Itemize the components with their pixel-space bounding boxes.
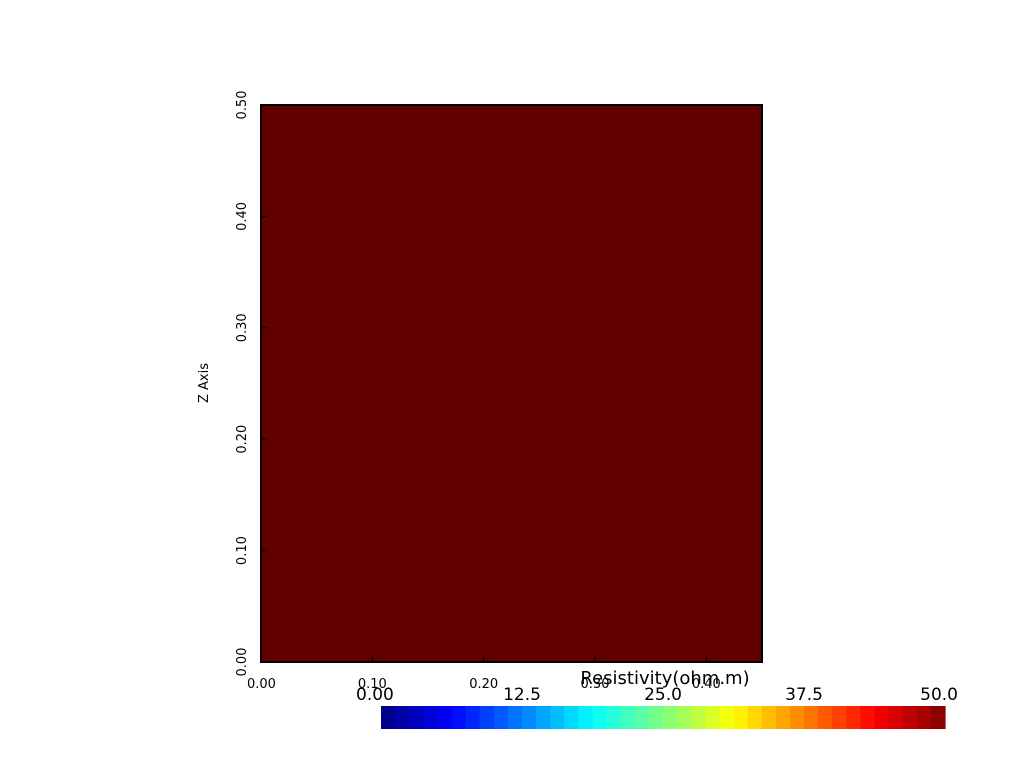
colorbar-swatch xyxy=(634,706,650,729)
y-tick-label: 0.10 xyxy=(235,536,250,565)
colorbar-swatch xyxy=(733,706,749,729)
y-axis-ticks: 0.00 0.10 0.20 0.30 0.40 0.50 xyxy=(235,91,267,677)
x-tick-label: 0.20 xyxy=(469,677,498,692)
colorbar-swatch xyxy=(902,706,918,729)
colorbar-swatch xyxy=(846,706,861,729)
colorbar-swatch xyxy=(507,706,523,729)
colorbar-swatch xyxy=(930,706,946,729)
colorbar-swatch xyxy=(747,706,763,729)
colorbar-swatch xyxy=(677,706,692,729)
colorbar-swatch xyxy=(620,706,636,729)
colorbar-tick-label: 0.00 xyxy=(356,685,394,705)
colorbar-swatch xyxy=(592,706,608,729)
colorbar-swatch xyxy=(648,706,664,729)
colorbar-swatch xyxy=(818,706,833,729)
colorbar-tick-label: 12.5 xyxy=(503,685,541,705)
colorbar-swatch xyxy=(409,706,424,729)
x-tick-label: 0.10 xyxy=(358,677,387,692)
colorbar-swatch xyxy=(888,706,904,729)
y-tick-label: 0.20 xyxy=(235,425,250,454)
colorbar-swatch xyxy=(479,706,495,729)
colorbar xyxy=(381,706,946,729)
colorbar-swatch xyxy=(536,706,551,729)
colorbar-title: Resistivity(ohm.m) xyxy=(580,668,749,689)
colorbar-swatch xyxy=(789,706,805,729)
colorbar-tick-label: 25.0 xyxy=(644,685,682,705)
colorbar-swatch xyxy=(493,706,509,729)
colorbar-tick-label: 37.5 xyxy=(785,685,823,705)
y-tick-label: 0.40 xyxy=(235,202,250,231)
colorbar-swatch xyxy=(522,706,537,729)
colorbar-swatch xyxy=(423,706,438,729)
colorbar-swatch xyxy=(761,706,777,729)
colorbar-swatch xyxy=(451,706,467,729)
colorbar-swatch xyxy=(916,706,932,729)
colorbar-swatch xyxy=(578,706,594,729)
colorbar-swatch xyxy=(437,706,453,729)
y-tick-label: 0.30 xyxy=(235,313,250,342)
x-tick-label: 0.40 xyxy=(692,677,721,692)
colorbar-swatch xyxy=(663,706,678,729)
colorbar-swatch xyxy=(564,706,579,729)
colorbar-swatch xyxy=(719,706,735,729)
y-tick-label: 0.50 xyxy=(235,91,250,120)
colorbar-swatch xyxy=(381,706,396,729)
y-tick-label: 0.00 xyxy=(235,648,250,677)
colorbar-swatch xyxy=(691,706,706,729)
colorbar-swatch xyxy=(832,706,847,729)
colorbar-swatch xyxy=(775,706,791,729)
colorbar-tick-label: 50.0 xyxy=(920,685,958,705)
x-axis-ticks: 0.00 0.10 0.20 0.30 0.40 xyxy=(247,656,721,692)
y-axis-label: Z Axis xyxy=(197,363,212,403)
colorbar-swatch xyxy=(550,706,565,729)
colorbar-ticks: 0.00 12.5 25.0 37.5 50.0 xyxy=(356,685,958,705)
colorbar-swatch xyxy=(465,706,481,729)
colorbar-swatch xyxy=(804,706,819,729)
colorbar-swatch xyxy=(705,706,720,729)
colorbar-swatch xyxy=(874,706,890,729)
colorbar-swatch xyxy=(606,706,622,729)
colorbar-swatch xyxy=(860,706,876,729)
x-tick-label: 0.00 xyxy=(247,677,276,692)
plot-frame xyxy=(260,104,763,663)
resistivity-field xyxy=(261,105,762,662)
x-tick-label: 0.30 xyxy=(581,677,610,692)
colorbar-swatch xyxy=(395,706,410,729)
